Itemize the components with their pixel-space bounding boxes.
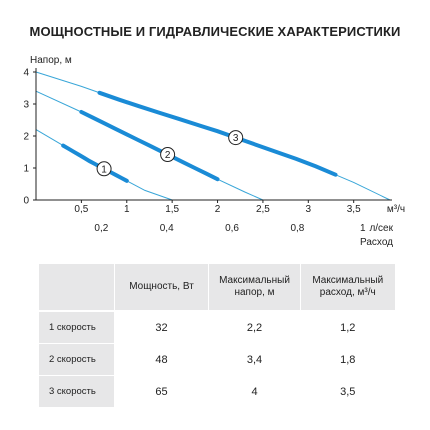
table-cell-head: 3,4 xyxy=(208,343,301,376)
secondary-x-axis-unit: л/сек xyxy=(369,223,393,234)
speed-marker-label: 3 xyxy=(233,133,239,144)
x-tick-label: 0,5 xyxy=(74,204,88,215)
speed-marker-label: 2 xyxy=(165,150,171,161)
x-axis-unit: м³/ч xyxy=(387,204,405,215)
x-tick-label: 1,5 xyxy=(165,204,179,215)
y-tick-label: 0 xyxy=(23,196,29,207)
table-cell-flow: 3,5 xyxy=(300,375,395,407)
table-row-label: 1 скорость xyxy=(38,310,115,344)
speed-marker-2 xyxy=(160,147,176,163)
table-header-max-flow: Максимальный расход, м³/ч xyxy=(300,264,395,312)
table-header-max-head: Максимальный напор, м xyxy=(208,264,301,312)
speed-marker-3 xyxy=(228,130,244,146)
table-header-row: Мощность, Вт Максимальный напор, м Макси… xyxy=(38,264,395,312)
characteristics-table: Мощность, Вт Максимальный напор, м Макси… xyxy=(38,264,395,407)
working-range-speed-1 xyxy=(61,143,129,183)
table-row: 3 скорость 65 4 3,5 xyxy=(38,375,395,407)
x-tick-label: 3,5 xyxy=(347,204,361,215)
x-tick-label: 3 xyxy=(306,204,312,215)
table-row: 1 скорость 32 2,2 1,2 xyxy=(38,310,395,344)
working-range-speed-3 xyxy=(97,90,338,177)
secondary-x-axis-title: Расход xyxy=(360,237,393,248)
table-row-label: 2 скорость xyxy=(38,343,115,376)
table-cell-power: 65 xyxy=(114,375,209,407)
table-cell-power: 32 xyxy=(114,310,209,344)
y-axis-title: Напор, м xyxy=(30,55,72,66)
table-cell-flow: 1,2 xyxy=(300,310,395,344)
page-title: МОЩНОСТНЫЕ И ГИДРАВЛИЧЕСКИЕ ХАРАКТЕРИСТИ… xyxy=(29,24,401,39)
axes-layer xyxy=(33,68,392,203)
secondary-x-tick-label: 0,8 xyxy=(290,223,304,234)
y-tick-label: 2 xyxy=(23,132,29,143)
x-tick-label: 1 xyxy=(124,204,130,215)
y-tick-label: 4 xyxy=(23,68,29,79)
table-cell-flow: 1,8 xyxy=(300,343,395,376)
x-tick-label: 2 xyxy=(215,204,221,215)
table-row-label: 3 скорость xyxy=(38,375,115,407)
secondary-x-tick-label: 0,2 xyxy=(94,223,108,234)
table-cell-head: 4 xyxy=(208,375,301,407)
secondary-x-tick-label: 0,6 xyxy=(225,223,239,234)
x-tick-label: 2,5 xyxy=(256,204,270,215)
working-range-speed-2 xyxy=(79,110,220,182)
table-header-power: Мощность, Вт xyxy=(114,264,209,312)
table-row: 2 скорость 48 3,4 1,8 xyxy=(38,343,395,376)
secondary-x-tick-label: 1 xyxy=(360,223,366,234)
characteristics-table-wrap: Мощность, Вт Максимальный напор, м Макси… xyxy=(38,264,395,407)
curve-layer xyxy=(35,71,391,201)
secondary-x-tick-label: 0,4 xyxy=(160,223,174,234)
speed-marker-label: 1 xyxy=(101,164,107,175)
table-header-corner xyxy=(38,264,115,312)
speed-marker-1 xyxy=(96,161,112,177)
pump-curve-speed-3 xyxy=(35,71,391,201)
y-tick-label: 3 xyxy=(23,100,29,111)
table-cell-power: 48 xyxy=(114,343,209,376)
y-tick-label: 1 xyxy=(23,164,29,175)
table-cell-head: 2,2 xyxy=(208,310,301,344)
